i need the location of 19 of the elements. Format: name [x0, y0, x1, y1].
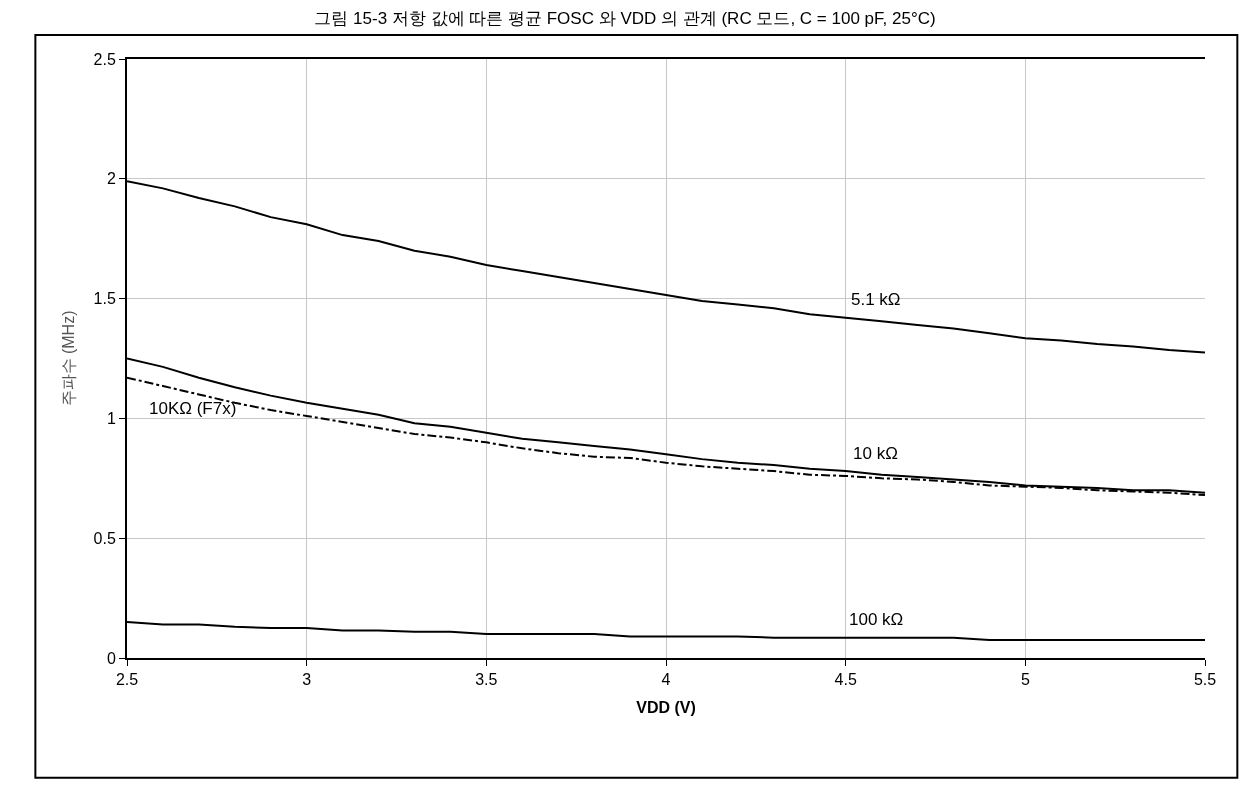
x-tick-label: 3	[302, 671, 312, 689]
series-label: 10KΩ (F7x)	[149, 399, 237, 418]
series-label: 5.1 kΩ	[851, 290, 901, 309]
x-tick-label: 4.5	[834, 671, 857, 689]
series-label: 100 kΩ	[849, 610, 904, 629]
x-tick-label: 5	[1020, 671, 1030, 689]
y-axis-title: 주파수 (MHz)	[59, 310, 77, 407]
series-label: 10 kΩ	[853, 444, 898, 463]
x-tick-label: 4	[661, 671, 671, 689]
y-tick-label: 2.5	[93, 50, 116, 68]
y-tick-label: 2	[106, 170, 116, 188]
y-tick-label: 1	[106, 410, 116, 427]
y-tick-label: 1.5	[93, 290, 116, 308]
x-axis-title: VDD (V)	[636, 699, 696, 717]
y-tick-label: 0.5	[93, 529, 116, 547]
x-tick-label: 3.5	[475, 671, 498, 689]
x-tick-label: 5.5	[1193, 671, 1217, 689]
chart-title: 그림 15-3 저항 값에 따른 평균 FOSC 와 VDD 의 관계 (RC 모드, C = 100 pF, 25°C)	[314, 8, 936, 28]
y-tick-label: 0	[106, 649, 116, 667]
